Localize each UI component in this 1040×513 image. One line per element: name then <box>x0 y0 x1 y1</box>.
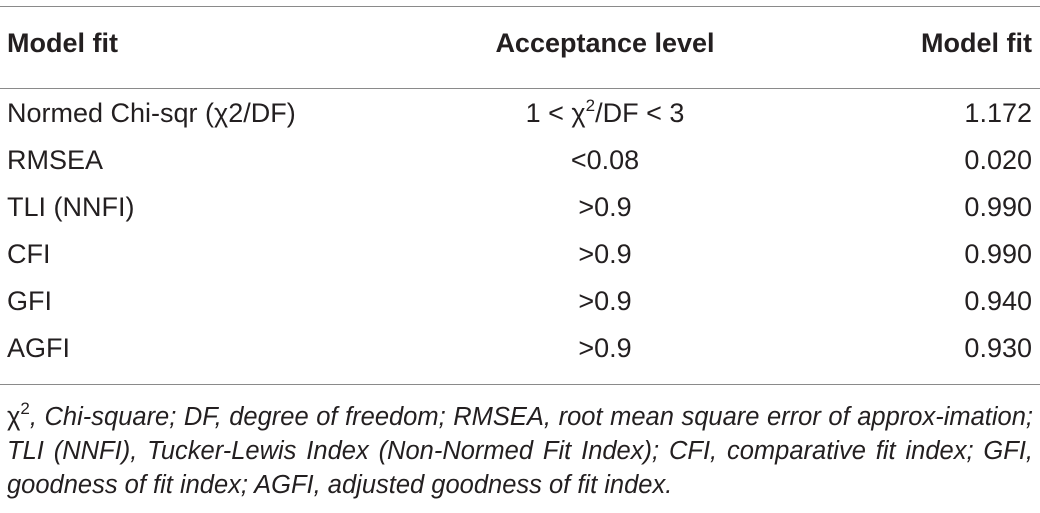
row-acceptance: >0.9 <box>578 333 632 363</box>
table-footnote: χ2, Chi-square; DF, degree of freedom; R… <box>7 400 1033 502</box>
row-value: 0.940 <box>964 286 1032 316</box>
footnote-text: , Chi-square; DF, degree of freedom; RMS… <box>7 403 1033 499</box>
row-acceptance: 1 < χ2/DF < 3 <box>525 96 685 128</box>
footnote-superscript: 2 <box>20 399 30 418</box>
row-value: 1.172 <box>964 98 1032 128</box>
header-acceptance-level: Acceptance level <box>495 28 715 58</box>
row-label: RMSEA <box>7 145 104 175</box>
footnote-chi-symbol: χ <box>7 403 21 431</box>
row-label: GFI <box>7 286 52 316</box>
table-header-rule <box>0 88 1040 89</box>
row-acceptance: >0.9 <box>578 239 632 269</box>
row-acceptance: >0.9 <box>578 192 632 222</box>
row-acceptance: >0.9 <box>578 286 632 316</box>
table-bottom-rule <box>0 384 1040 385</box>
row-acceptance: <0.08 <box>570 145 640 175</box>
row-label: AGFI <box>7 333 71 363</box>
row-value: 0.990 <box>964 192 1032 222</box>
row-label: TLI (NNFI) <box>7 192 135 222</box>
row-label: CFI <box>7 239 51 269</box>
header-model-fit: Model fit <box>7 28 118 58</box>
table-top-rule <box>0 6 1040 7</box>
row-label: Normed Chi-sqr (χ2/DF) <box>7 98 296 128</box>
header-model-fit-value: Model fit <box>921 28 1032 58</box>
row-value: 0.930 <box>964 333 1032 363</box>
row-value: 0.020 <box>964 145 1032 175</box>
row-value: 0.990 <box>964 239 1032 269</box>
